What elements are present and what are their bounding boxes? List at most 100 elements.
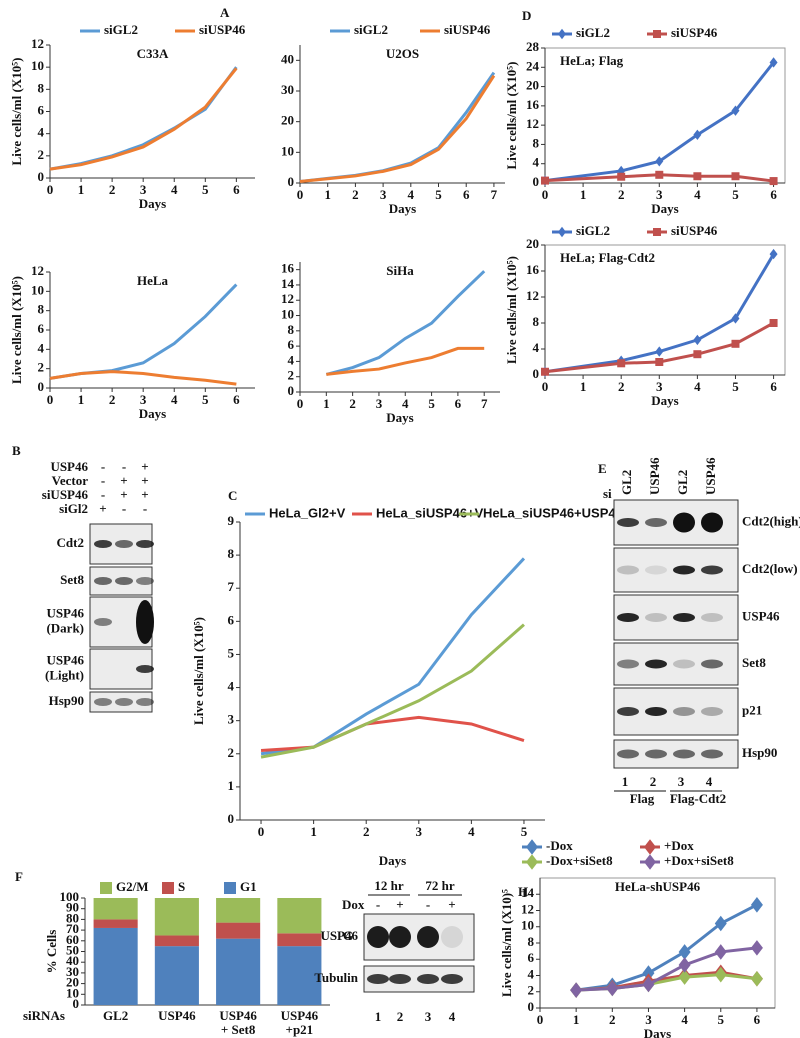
blot-band [115, 698, 133, 706]
y-axis-label: Live cells/ml (X10⁵) [191, 617, 206, 725]
legend-label: siUSP46 [671, 223, 718, 238]
band-label: Hsp90 [742, 745, 777, 760]
y-axis-label: Live cells/ml (X10⁵) [504, 62, 519, 170]
marker [693, 334, 702, 346]
condition-sign: + [141, 487, 148, 502]
x-tick-label: 5 [521, 824, 528, 839]
y-tick-label: 2 [38, 147, 45, 162]
legend-label: G1 [240, 879, 257, 894]
y-tick-label: 4 [38, 125, 45, 140]
series-line [326, 346, 485, 376]
x-tick-label: 2 [363, 824, 370, 839]
marker [750, 897, 763, 913]
blot-band [617, 707, 639, 716]
band-label: Cdt2(high) [742, 513, 800, 528]
x-tick-label: 6 [754, 1012, 761, 1027]
panel-label: D [522, 8, 531, 23]
x-axis-label: Days [139, 406, 166, 421]
blot-band [617, 749, 639, 759]
marker [750, 970, 763, 987]
blot-band [367, 974, 389, 984]
series-line [544, 61, 775, 183]
condition-sign: - [143, 501, 147, 516]
lane-number: 3 [678, 774, 685, 789]
condition-sign: - [122, 501, 126, 516]
y-tick-label: 4 [288, 352, 295, 367]
marker [653, 30, 661, 38]
series-line [260, 623, 525, 759]
marker [693, 129, 702, 140]
x-tick-label: 5 [732, 379, 739, 394]
bar-segment [154, 898, 199, 936]
annotation: HeLa; Flag-Cdt2 [560, 250, 655, 265]
marker [617, 359, 626, 368]
chart-title: HeLa-shUSP46 [615, 879, 701, 894]
legend-swatch [100, 882, 112, 894]
marker [617, 172, 626, 181]
legend-label: -Dox [546, 838, 573, 853]
panel-label: G [343, 928, 353, 943]
marker [769, 57, 778, 68]
marker [731, 313, 740, 324]
y-tick-label: 20 [66, 975, 79, 990]
x-tick-label: 6 [770, 187, 777, 202]
blot-band [136, 665, 154, 673]
y-tick-label: 2 [38, 360, 45, 375]
lane-label: USP46 [703, 457, 718, 495]
blot-band [701, 659, 723, 669]
y-tick-label: 1 [228, 778, 235, 793]
marker [526, 839, 538, 855]
series-line [576, 946, 758, 992]
legend-label: siGL2 [104, 22, 138, 37]
blot-band [673, 659, 695, 669]
series-line [49, 67, 238, 171]
blot-band [617, 518, 639, 527]
blot-band [115, 577, 133, 585]
x-tick-label: 0 [297, 396, 304, 411]
y-axis-label: Live cells/ml (X10⁵) [504, 256, 519, 364]
lane-number: 2 [397, 1009, 404, 1024]
lane-number: 2 [650, 774, 657, 789]
bar-segment [216, 898, 261, 923]
y-tick-label: 10 [521, 918, 534, 933]
blot-band [136, 540, 154, 548]
panel-label: B [12, 443, 21, 458]
x-axis-label: Days [139, 196, 166, 211]
marker [558, 226, 566, 238]
blot-band [645, 707, 667, 716]
series-line [575, 903, 758, 992]
x-tick-label: 1 [78, 182, 85, 197]
y-tick-label: 70 [66, 921, 79, 936]
bar-segment [93, 898, 138, 920]
band-label: USP46 [742, 608, 780, 623]
panel-label: E [598, 461, 607, 476]
blot-band [417, 926, 439, 948]
x-tick-label: 6 [233, 182, 240, 197]
x-tick-label: 7 [491, 187, 498, 202]
condition-sign: - [101, 459, 105, 474]
x-tick-label: 5 [202, 392, 209, 407]
marker [655, 156, 664, 167]
x-tick-label: 5 [435, 187, 442, 202]
legend-label: siGL2 [354, 22, 388, 37]
y-tick-label: 80 [66, 910, 79, 925]
treatment-sign: + [396, 897, 403, 912]
bar-segment [154, 935, 199, 947]
x-axis-label: Days [386, 410, 413, 425]
y-tick-label: 20 [526, 78, 539, 93]
x-tick-label: 4 [171, 182, 178, 197]
series-line [299, 71, 496, 183]
condition-label: siGl2 [59, 501, 88, 516]
y-tick-label: 0 [73, 996, 80, 1011]
blot-band [645, 749, 667, 759]
band-label: USP46 [46, 652, 84, 667]
condition-sign: + [120, 473, 127, 488]
legend-label: siUSP46 [199, 22, 246, 37]
x-axis-label: Days [644, 1026, 671, 1038]
y-tick-label: 0 [528, 999, 535, 1014]
chart-title: C33A [137, 46, 169, 61]
lane-number: 1 [375, 1009, 382, 1024]
blot-band [136, 600, 154, 644]
bar-segment [277, 946, 322, 1005]
x-tick-label: 2 [109, 392, 116, 407]
